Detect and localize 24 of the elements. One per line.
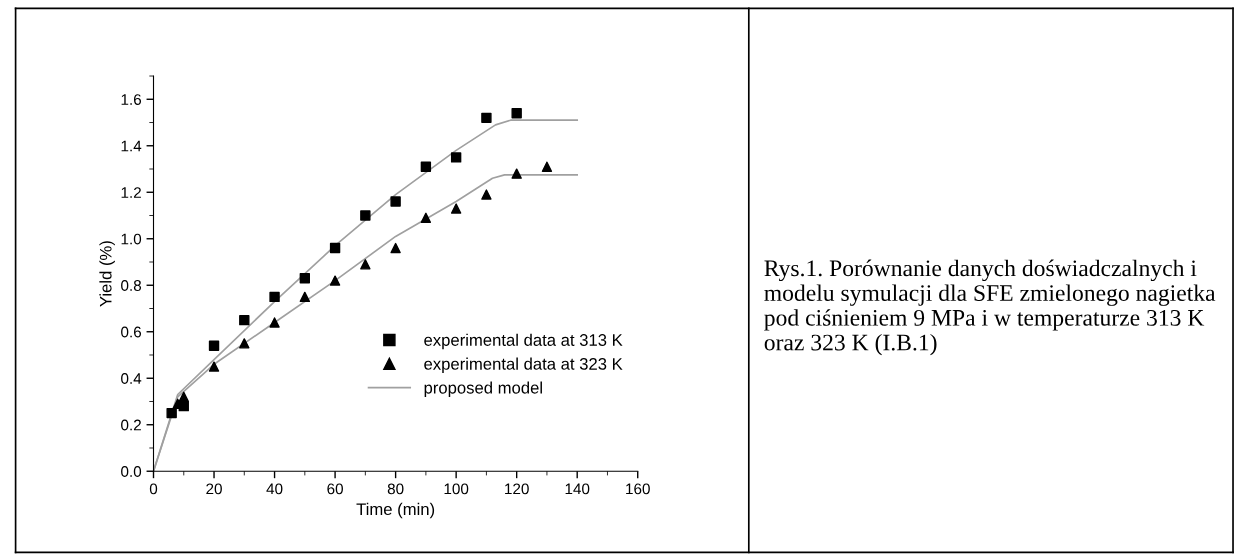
x-tick-label: 60 [327, 483, 343, 495]
x-tick-label: 80 [387, 483, 404, 495]
y-tick-label: 0.2 [121, 419, 141, 431]
y-tick-label: 1.4 [121, 140, 142, 152]
legend-label: experimental data at 313 K [424, 333, 623, 350]
x-tick-label: 0 [149, 483, 158, 495]
y-tick-label: 0.6 [121, 326, 142, 338]
y-tick-label: 0.0 [121, 466, 142, 477]
y-tick-label: 1.0 [121, 233, 142, 245]
legend-label: proposed model [424, 381, 542, 397]
x-tick-label: 20 [206, 483, 222, 495]
y-tick-label: 0.4 [121, 373, 142, 384]
x-tick-label: 160 [626, 483, 650, 495]
x-tick-label: 140 [565, 483, 590, 495]
y-tick-label: 1.6 [121, 94, 142, 105]
x-tick-label: 100 [444, 483, 469, 495]
y-tick-label: 0.8 [121, 280, 142, 291]
x-tick-label: 40 [266, 483, 283, 495]
legend-label: experimental data at 323 K [424, 357, 623, 374]
text: Rys.1. Porównanie danych doświadczalnych i modelu symulacji dla SFE zmielonego nagietka pod ciśnieniem 9 MPa i w temperaturze 313 K oraz 323 K (I.B.1) [764, 259, 1216, 356]
y-axis-title: Yield (%) [99, 241, 115, 307]
y-tick-label: 1.2 [121, 187, 141, 198]
x-axis-title: Time (min) [356, 502, 435, 519]
x-tick-label: 120 [505, 483, 529, 495]
